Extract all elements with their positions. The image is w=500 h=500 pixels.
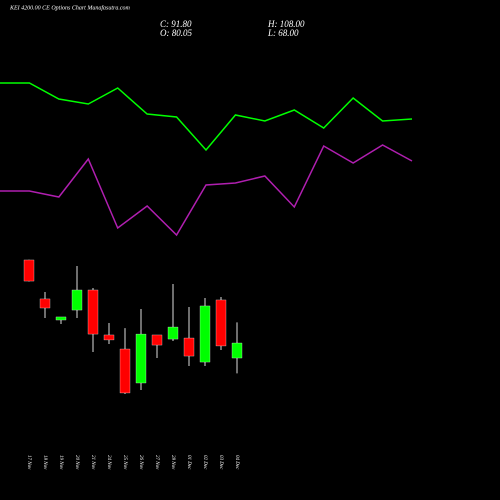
x-tick-label: 26 Nov [138,455,143,470]
x-tick-label: 03 Dec [218,455,223,470]
high-label: H: 108.00 [267,19,305,29]
candle-body [119,348,131,394]
candle-body [231,342,243,359]
x-tick-label: 19 Nov [58,455,63,470]
candle-body [55,316,67,321]
indicator-line [0,144,413,237]
indicator-line [0,82,413,152]
chart-title: KEI 4200.00 CE Options Chart Munafasutra… [9,4,131,11]
x-tick-label: 21 Nov [90,455,95,470]
candle-body [183,337,195,357]
x-tick-label: 18 Nov [42,455,47,470]
x-tick-label: 27 Nov [154,455,159,470]
candle-body [199,305,211,363]
candle-body [151,334,163,346]
x-tick-label: 02 Dec [202,455,207,470]
candle-body [87,289,99,335]
candle-body [71,289,83,311]
x-tick-label: 25 Nov [122,455,127,470]
open-label: O: 80.05 [160,28,192,38]
candle-body [103,334,115,341]
x-tick-label: 24 Nov [106,455,111,470]
candle-body [167,326,179,340]
x-tick-label: 01 Dec [186,455,191,470]
candle-body [23,259,35,282]
x-tick-label: 17 Nov [26,455,31,470]
candle-body [39,298,51,309]
x-tick-label: 20 Nov [74,455,79,470]
x-tick-label: 28 Nov [170,455,175,470]
close-label: C: 91.80 [160,19,192,29]
candle-body [215,299,227,347]
x-tick-label: 04 Dec [234,455,239,470]
candle-body [135,333,147,384]
low-label: L: 68.00 [267,28,299,38]
